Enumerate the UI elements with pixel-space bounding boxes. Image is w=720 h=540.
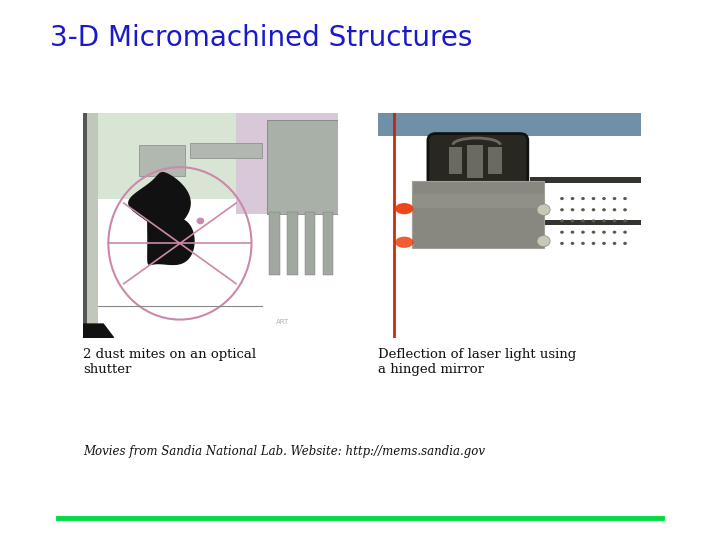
Text: 2 dust mites on an optical
shutter: 2 dust mites on an optical shutter: [83, 348, 256, 376]
Circle shape: [581, 231, 585, 234]
Ellipse shape: [152, 214, 167, 226]
Circle shape: [560, 242, 564, 245]
Text: Movies from Sandia National Lab. Website: http://mems.sandia.gov: Movies from Sandia National Lab. Website…: [83, 446, 485, 458]
Circle shape: [560, 197, 564, 200]
Bar: [287, 212, 297, 275]
Bar: [378, 113, 641, 136]
Circle shape: [592, 219, 595, 222]
Circle shape: [571, 231, 575, 234]
Circle shape: [624, 219, 627, 222]
Circle shape: [624, 208, 627, 211]
Circle shape: [581, 219, 585, 222]
Ellipse shape: [537, 235, 550, 247]
Text: ART: ART: [276, 319, 289, 325]
Circle shape: [560, 208, 564, 211]
Text: 3-D Micromachined Structures: 3-D Micromachined Structures: [50, 24, 473, 52]
Ellipse shape: [395, 237, 413, 248]
Bar: [80, 113, 98, 338]
Bar: [236, 113, 338, 214]
Bar: [323, 212, 333, 275]
Bar: [531, 177, 641, 183]
Circle shape: [592, 197, 595, 200]
Circle shape: [571, 242, 575, 245]
Circle shape: [571, 197, 575, 200]
Circle shape: [592, 242, 595, 245]
Circle shape: [602, 197, 606, 200]
Text: Deflection of laser light using
a hinged mirror: Deflection of laser light using a hinged…: [378, 348, 576, 376]
Bar: [190, 143, 262, 158]
Circle shape: [571, 208, 575, 211]
Bar: [305, 212, 315, 275]
Bar: [531, 220, 641, 226]
Polygon shape: [83, 324, 114, 338]
Circle shape: [624, 197, 627, 200]
Circle shape: [613, 208, 616, 211]
Bar: [269, 212, 279, 275]
Bar: [98, 113, 175, 199]
Polygon shape: [129, 173, 190, 233]
Bar: [488, 147, 502, 174]
Bar: [412, 194, 544, 207]
Circle shape: [602, 242, 606, 245]
Circle shape: [560, 231, 564, 234]
Ellipse shape: [395, 203, 413, 214]
Circle shape: [602, 219, 606, 222]
Circle shape: [581, 197, 585, 200]
Circle shape: [613, 242, 616, 245]
Circle shape: [613, 197, 616, 200]
Ellipse shape: [537, 204, 550, 215]
Circle shape: [560, 219, 564, 222]
Circle shape: [602, 231, 606, 234]
Circle shape: [592, 231, 595, 234]
Circle shape: [571, 219, 575, 222]
Bar: [83, 113, 86, 338]
Bar: [98, 113, 338, 199]
Bar: [449, 147, 462, 174]
Circle shape: [602, 208, 606, 211]
Bar: [412, 180, 544, 248]
Circle shape: [581, 242, 585, 245]
Bar: [467, 145, 483, 178]
Polygon shape: [148, 218, 194, 265]
Bar: [139, 145, 185, 176]
FancyBboxPatch shape: [428, 133, 528, 187]
Circle shape: [592, 208, 595, 211]
Circle shape: [624, 242, 627, 245]
Circle shape: [613, 231, 616, 234]
Bar: [267, 120, 338, 214]
Circle shape: [197, 218, 204, 224]
Circle shape: [624, 231, 627, 234]
Circle shape: [581, 208, 585, 211]
Circle shape: [613, 219, 616, 222]
